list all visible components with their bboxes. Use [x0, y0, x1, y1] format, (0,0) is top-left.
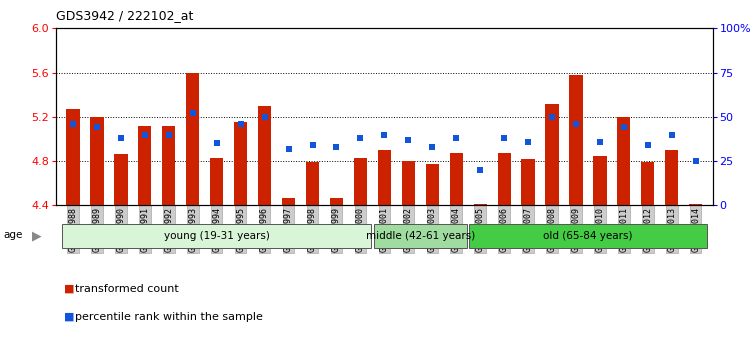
- Bar: [162, 126, 176, 205]
- Text: young (19-31 years): young (19-31 years): [164, 231, 270, 241]
- Text: old (65-84 years): old (65-84 years): [543, 231, 633, 241]
- Bar: [114, 154, 128, 205]
- Bar: [426, 164, 439, 205]
- Bar: [665, 150, 678, 205]
- Bar: [282, 198, 296, 205]
- Bar: [641, 162, 655, 205]
- Bar: [67, 109, 80, 205]
- Bar: [378, 150, 391, 205]
- Bar: [138, 126, 152, 205]
- Bar: [330, 198, 343, 205]
- Bar: [62, 224, 371, 248]
- Bar: [470, 224, 706, 248]
- Text: ■: ■: [64, 312, 74, 322]
- Bar: [450, 153, 463, 205]
- Bar: [210, 158, 224, 205]
- Bar: [497, 153, 511, 205]
- Bar: [258, 106, 272, 205]
- Bar: [521, 159, 535, 205]
- Text: percentile rank within the sample: percentile rank within the sample: [75, 312, 262, 322]
- Text: middle (42-61 years): middle (42-61 years): [366, 231, 475, 241]
- Text: ▶: ▶: [32, 229, 41, 242]
- Bar: [545, 104, 559, 205]
- Text: transformed count: transformed count: [75, 284, 178, 293]
- Text: GDS3942 / 222102_at: GDS3942 / 222102_at: [56, 9, 194, 22]
- Bar: [689, 204, 702, 205]
- Bar: [354, 158, 367, 205]
- Bar: [186, 73, 200, 205]
- Bar: [374, 224, 467, 248]
- Bar: [234, 122, 248, 205]
- Text: ■: ■: [64, 284, 74, 293]
- Bar: [402, 161, 415, 205]
- Text: age: age: [4, 230, 23, 240]
- Bar: [569, 75, 583, 205]
- Bar: [306, 162, 319, 205]
- Bar: [473, 204, 487, 205]
- Bar: [91, 117, 104, 205]
- Bar: [617, 117, 631, 205]
- Bar: [593, 155, 607, 205]
